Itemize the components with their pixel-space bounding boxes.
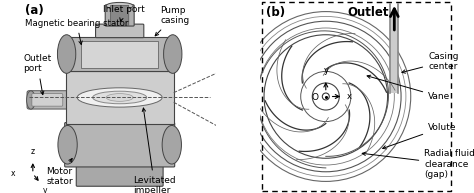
- Text: (a): (a): [25, 4, 44, 17]
- FancyBboxPatch shape: [105, 5, 134, 26]
- FancyBboxPatch shape: [96, 24, 144, 38]
- Ellipse shape: [106, 2, 133, 9]
- FancyBboxPatch shape: [27, 91, 70, 109]
- Text: Outlet: Outlet: [347, 6, 389, 19]
- Ellipse shape: [164, 35, 182, 73]
- Text: Outlet
port: Outlet port: [23, 54, 52, 95]
- Text: Vane: Vane: [367, 75, 450, 101]
- Text: (b): (b): [266, 6, 285, 19]
- Text: Motor
stator: Motor stator: [46, 158, 73, 186]
- FancyBboxPatch shape: [64, 123, 175, 167]
- Text: O: O: [311, 93, 318, 102]
- Circle shape: [322, 93, 329, 100]
- Ellipse shape: [58, 125, 77, 164]
- Text: y: y: [43, 186, 47, 193]
- Text: Pump
casing: Pump casing: [155, 6, 190, 36]
- Text: x: x: [347, 92, 352, 101]
- Text: z: z: [31, 147, 35, 156]
- FancyBboxPatch shape: [391, 12, 398, 93]
- Ellipse shape: [77, 88, 162, 107]
- Text: Volute: Volute: [383, 123, 456, 149]
- Text: y: y: [323, 66, 328, 75]
- FancyBboxPatch shape: [65, 37, 174, 71]
- Ellipse shape: [57, 35, 76, 73]
- FancyBboxPatch shape: [110, 5, 129, 25]
- FancyBboxPatch shape: [81, 41, 158, 68]
- Text: Inlet port: Inlet port: [103, 5, 145, 21]
- FancyBboxPatch shape: [76, 165, 163, 186]
- Ellipse shape: [106, 94, 133, 101]
- Ellipse shape: [92, 91, 147, 104]
- Ellipse shape: [27, 91, 35, 109]
- FancyBboxPatch shape: [65, 71, 174, 124]
- Text: Casing
center: Casing center: [402, 52, 459, 73]
- Text: Magnetic bearing stator: Magnetic bearing stator: [25, 19, 128, 44]
- Text: x: x: [11, 169, 16, 178]
- Ellipse shape: [162, 125, 182, 164]
- Text: Radial fluid
clearance
(gap): Radial fluid clearance (gap): [362, 149, 474, 179]
- Text: Levitated
impeller: Levitated impeller: [133, 108, 176, 193]
- FancyBboxPatch shape: [32, 94, 63, 106]
